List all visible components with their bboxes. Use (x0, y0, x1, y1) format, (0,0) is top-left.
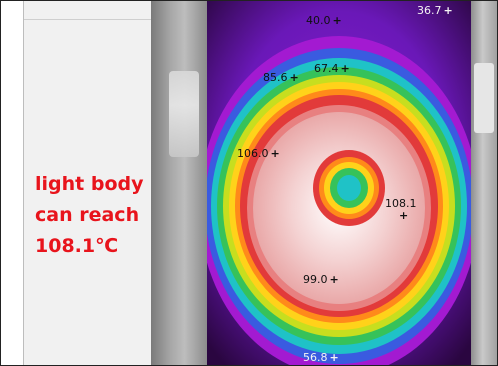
temp-marker-right-mid: + (399, 209, 409, 222)
light-fixture-left (169, 71, 199, 157)
caption-line-3: 108.1℃ (35, 235, 119, 257)
thermal-image (207, 1, 471, 365)
temp-reading-left-mid: 106.0 + (237, 147, 280, 160)
gray-background-strip-right (471, 1, 497, 365)
caption-text: light body can reach 108.1℃ (35, 169, 175, 262)
temp-reading-upper-mid: 67.4 + (314, 62, 350, 75)
caption-line-2: can reach (35, 204, 140, 226)
caption-line-1: light body (35, 173, 144, 195)
temp-reading-top: 40.0 + (306, 14, 342, 27)
temp-reading-lower: 99.0 + (303, 273, 339, 286)
light-fixture-right (474, 63, 494, 133)
temp-reading-bottom: 56.8 + (303, 351, 339, 364)
thermal-heatmap (207, 1, 471, 365)
left-white-panel (23, 1, 152, 365)
panel-divider (24, 19, 152, 20)
temp-reading-top-right: 36.7 + (417, 4, 453, 17)
hub-core-cyan (337, 175, 361, 201)
temp-reading-right-mid: 108.1 (385, 197, 417, 210)
temp-reading-upper-left: 85.6 + (263, 71, 299, 84)
gray-background-strip (151, 1, 207, 365)
